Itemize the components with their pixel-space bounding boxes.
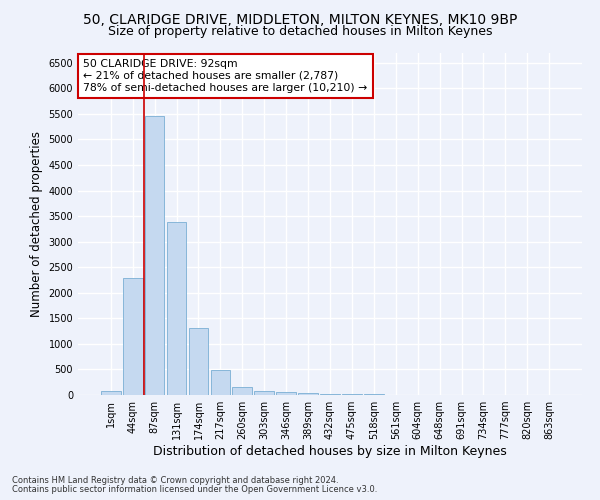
Bar [188,328,208,395]
Bar [211,370,230,395]
Text: 50 CLARIDGE DRIVE: 92sqm
← 21% of detached houses are smaller (2,787)
78% of sem: 50 CLARIDGE DRIVE: 92sqm ← 21% of detach… [83,60,367,92]
Bar [298,393,318,395]
X-axis label: Distribution of detached houses by size in Milton Keynes: Distribution of detached houses by size … [153,445,507,458]
Bar [167,222,187,395]
Bar [145,116,164,395]
Text: Contains public sector information licensed under the Open Government Licence v3: Contains public sector information licen… [12,485,377,494]
Text: Contains HM Land Registry data © Crown copyright and database right 2024.: Contains HM Land Registry data © Crown c… [12,476,338,485]
Y-axis label: Number of detached properties: Number of detached properties [30,130,43,317]
Bar [232,386,252,395]
Bar [320,394,340,395]
Bar [123,278,143,395]
Bar [342,394,362,395]
Bar [364,394,384,395]
Text: 50, CLARIDGE DRIVE, MIDDLETON, MILTON KEYNES, MK10 9BP: 50, CLARIDGE DRIVE, MIDDLETON, MILTON KE… [83,12,517,26]
Text: Size of property relative to detached houses in Milton Keynes: Size of property relative to detached ho… [108,25,492,38]
Bar [276,392,296,395]
Bar [254,391,274,395]
Bar [101,392,121,395]
